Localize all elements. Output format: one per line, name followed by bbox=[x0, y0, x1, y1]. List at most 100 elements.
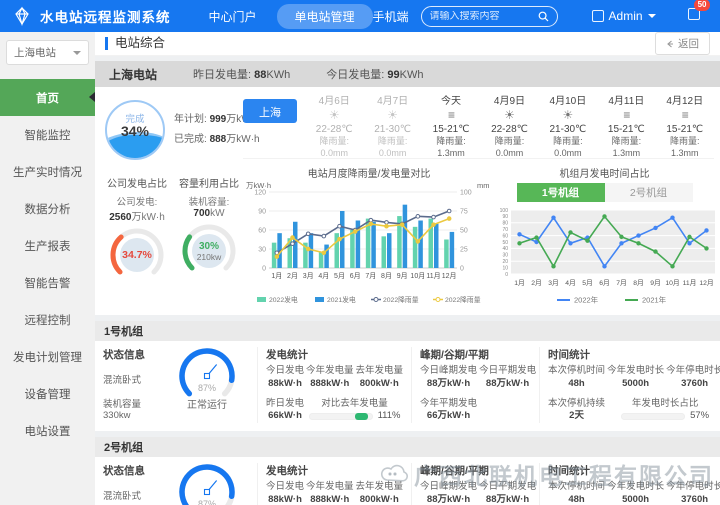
sidebar-item-analysis[interactable]: 数据分析 bbox=[24, 203, 71, 216]
svg-text:4月: 4月 bbox=[318, 272, 329, 280]
svg-text:100: 100 bbox=[500, 208, 509, 214]
nav-center-portal[interactable]: 中心门户 bbox=[208, 9, 257, 24]
stat-compare: 对比去年发电量 111% bbox=[306, 398, 403, 424]
unit-time-share-chart-block: 机组月发电时间占比 1号机组 2号机组 0 10 20 30 40 50 60 70 80 90 1… bbox=[495, 161, 715, 313]
svg-text:40: 40 bbox=[502, 246, 508, 252]
svg-text:100: 100 bbox=[460, 190, 472, 197]
turbine-type: 混流卧式 bbox=[103, 375, 142, 386]
unit-1-status-gauge: 87% 正常运行 bbox=[165, 347, 249, 413]
svg-text:11月: 11月 bbox=[426, 272, 440, 280]
weather-day: 4月7日 21-30℃ 降雨量:0.0mm bbox=[363, 93, 421, 158]
svg-text:5月: 5月 bbox=[334, 272, 345, 280]
nav-single-station[interactable]: 单电站管理 bbox=[276, 3, 373, 29]
stat-today: 今日发电 88kW·h bbox=[266, 365, 305, 389]
svg-text:9月: 9月 bbox=[397, 272, 408, 280]
svg-text:7月: 7月 bbox=[616, 279, 627, 287]
mobile-portal-link[interactable]: 手机端 bbox=[372, 9, 409, 24]
svg-text:3月: 3月 bbox=[303, 272, 314, 280]
page-header: 电站综合 返回 bbox=[95, 32, 720, 56]
svg-text:120: 120 bbox=[254, 190, 266, 197]
sidebar-item-monitoring[interactable]: 智能监控 bbox=[24, 129, 71, 142]
search-box[interactable] bbox=[420, 5, 558, 27]
overview-panel: 上海电站 昨日发电量: 88KWh 今日发电量: 99KWh 完成 bbox=[95, 61, 720, 315]
company-generation-share: 公司发电占比 公司发电: 2560万kW·h 34.7% bbox=[105, 175, 169, 284]
chart-title: 机组月发电时间占比 bbox=[559, 169, 650, 180]
back-button[interactable]: 返回 bbox=[655, 32, 710, 55]
chart-title: 电站月度降雨量/发电量对比 bbox=[307, 169, 431, 180]
svg-text:6月: 6月 bbox=[350, 272, 361, 280]
compare-progress-bar bbox=[308, 413, 373, 421]
turbine-type: 混流卧式 bbox=[103, 491, 142, 503]
station-select[interactable]: 上海电站 bbox=[6, 40, 89, 65]
notifications-button[interactable]: 50 bbox=[687, 0, 711, 25]
station-select-value: 上海电站 bbox=[14, 47, 56, 59]
svg-text:5月: 5月 bbox=[582, 279, 593, 287]
svg-text:2022降雨量: 2022降雨量 bbox=[383, 295, 419, 304]
sun-icon bbox=[539, 108, 597, 123]
svg-text:2022降雨量: 2022降雨量 bbox=[445, 295, 481, 304]
svg-text:50: 50 bbox=[502, 240, 508, 246]
svg-text:10月: 10月 bbox=[665, 279, 679, 287]
city-button[interactable]: 上海 bbox=[243, 99, 297, 123]
stat-year: 今年发电量 888kW·h bbox=[306, 365, 354, 389]
weather-day: 4月6日 22-28℃ 降雨量:0.0mm bbox=[305, 93, 363, 158]
svg-text:0: 0 bbox=[460, 266, 464, 273]
generation-rainfall-chart-block: 电站月度降雨量/发电量对比 0 30 60 90 120 0 25 50 75 100 万kW·h m… bbox=[243, 161, 495, 313]
sidebar-item-reports[interactable]: 生产报表 bbox=[24, 240, 71, 253]
svg-text:20: 20 bbox=[502, 259, 508, 265]
bell-icon bbox=[687, 8, 700, 20]
svg-text:60: 60 bbox=[258, 228, 266, 235]
sun-icon bbox=[363, 108, 421, 123]
sidebar-item-realtime[interactable]: 生产实时情况 bbox=[13, 166, 82, 179]
company-share-gauge: 34.7% bbox=[108, 226, 166, 284]
run-state: 正常运行 bbox=[187, 400, 227, 411]
unit-2-generation-stats: 发电统计 今日发电 88kW·h 今年发电量 888kW·h 去年发电量 800kW·… bbox=[258, 463, 413, 505]
haze-icon bbox=[597, 108, 655, 123]
ratio-progress-bar bbox=[621, 413, 686, 421]
weather-day: 今天 15-21℃ 降雨量:1.3mm bbox=[422, 93, 480, 158]
sidebar-item-alerts[interactable]: 智能告警 bbox=[24, 277, 71, 290]
sidebar-item-equipment[interactable]: 设备管理 bbox=[24, 388, 71, 401]
sidebar-item-generation-plan[interactable]: 发电计划管理 bbox=[13, 351, 82, 364]
sidebar-item-station-settings[interactable]: 电站设置 bbox=[24, 425, 71, 438]
main-content: 电站综合 返回 上海电站 昨日发电量: 88KWh 今日发电量: 99KWh bbox=[95, 32, 720, 505]
capacity-usage-share: 容量利用占比 装机容量: 700kW 30% 210kw bbox=[177, 175, 241, 284]
app-header: 水电站远程监测系统 中心门户 单电站管理 手机端 Admin 50 bbox=[0, 0, 720, 32]
sidebar-item-remote-control[interactable]: 远程控制 bbox=[24, 314, 71, 327]
svg-text:2月: 2月 bbox=[287, 272, 298, 280]
weather-day: 4月12日 15-21℃ 降雨量:1.3mm bbox=[656, 93, 714, 158]
svg-text:12月: 12月 bbox=[699, 279, 713, 287]
completion-liquid-gauge: 完成 34% bbox=[105, 100, 165, 160]
stat-yesterday: 昨日发电 66kW·h bbox=[266, 397, 305, 422]
svg-text:2021年: 2021年 bbox=[642, 295, 667, 305]
unit-1-status: 状态信息 混流卧式 装机容量 330kw 87% 正常运行 bbox=[103, 347, 258, 424]
svg-text:2022年: 2022年 bbox=[574, 295, 599, 305]
svg-text:9月: 9月 bbox=[650, 279, 661, 287]
svg-text:8月: 8月 bbox=[381, 272, 392, 280]
unit-1-time-stats: 时间统计 本次停机时间 48h 今年发电时长 5000h 今年停电时长 3760h 本… bbox=[548, 349, 720, 422]
station-summary-bar: 上海电站 昨日发电量: 88KWh 今日发电量: 99KWh bbox=[95, 61, 720, 87]
year-plan: 年计划: 999万kW·h bbox=[174, 114, 260, 125]
tab-unit-1[interactable]: 1号机组 bbox=[516, 183, 605, 202]
svg-text:70: 70 bbox=[502, 227, 508, 233]
svg-text:1月: 1月 bbox=[271, 272, 282, 280]
user-menu[interactable]: Admin bbox=[591, 9, 656, 23]
svg-text:90: 90 bbox=[502, 214, 508, 220]
svg-text:mm: mm bbox=[477, 181, 490, 190]
back-arrow-icon bbox=[667, 40, 673, 47]
sidebar: 上海电站 首页 智能监控 生产实时情况 数据分析 生产报表 智能告警 远程控制 … bbox=[0, 32, 95, 505]
sidebar-item-home[interactable]: 首页 bbox=[0, 79, 95, 116]
svg-text:90: 90 bbox=[258, 209, 266, 216]
svg-text:50: 50 bbox=[460, 228, 468, 235]
search-icon[interactable] bbox=[538, 11, 549, 22]
svg-text:0: 0 bbox=[505, 272, 508, 278]
tab-unit-2[interactable]: 2号机组 bbox=[604, 183, 693, 202]
stat-lastyear: 去年发电量 800kW·h bbox=[355, 365, 404, 389]
svg-text:11月: 11月 bbox=[683, 279, 697, 287]
haze-icon bbox=[656, 108, 714, 123]
notification-badge: 50 bbox=[693, 0, 711, 11]
search-input[interactable] bbox=[429, 10, 538, 22]
unit-2-status-gauge: 87% 正常运行 bbox=[165, 463, 249, 505]
